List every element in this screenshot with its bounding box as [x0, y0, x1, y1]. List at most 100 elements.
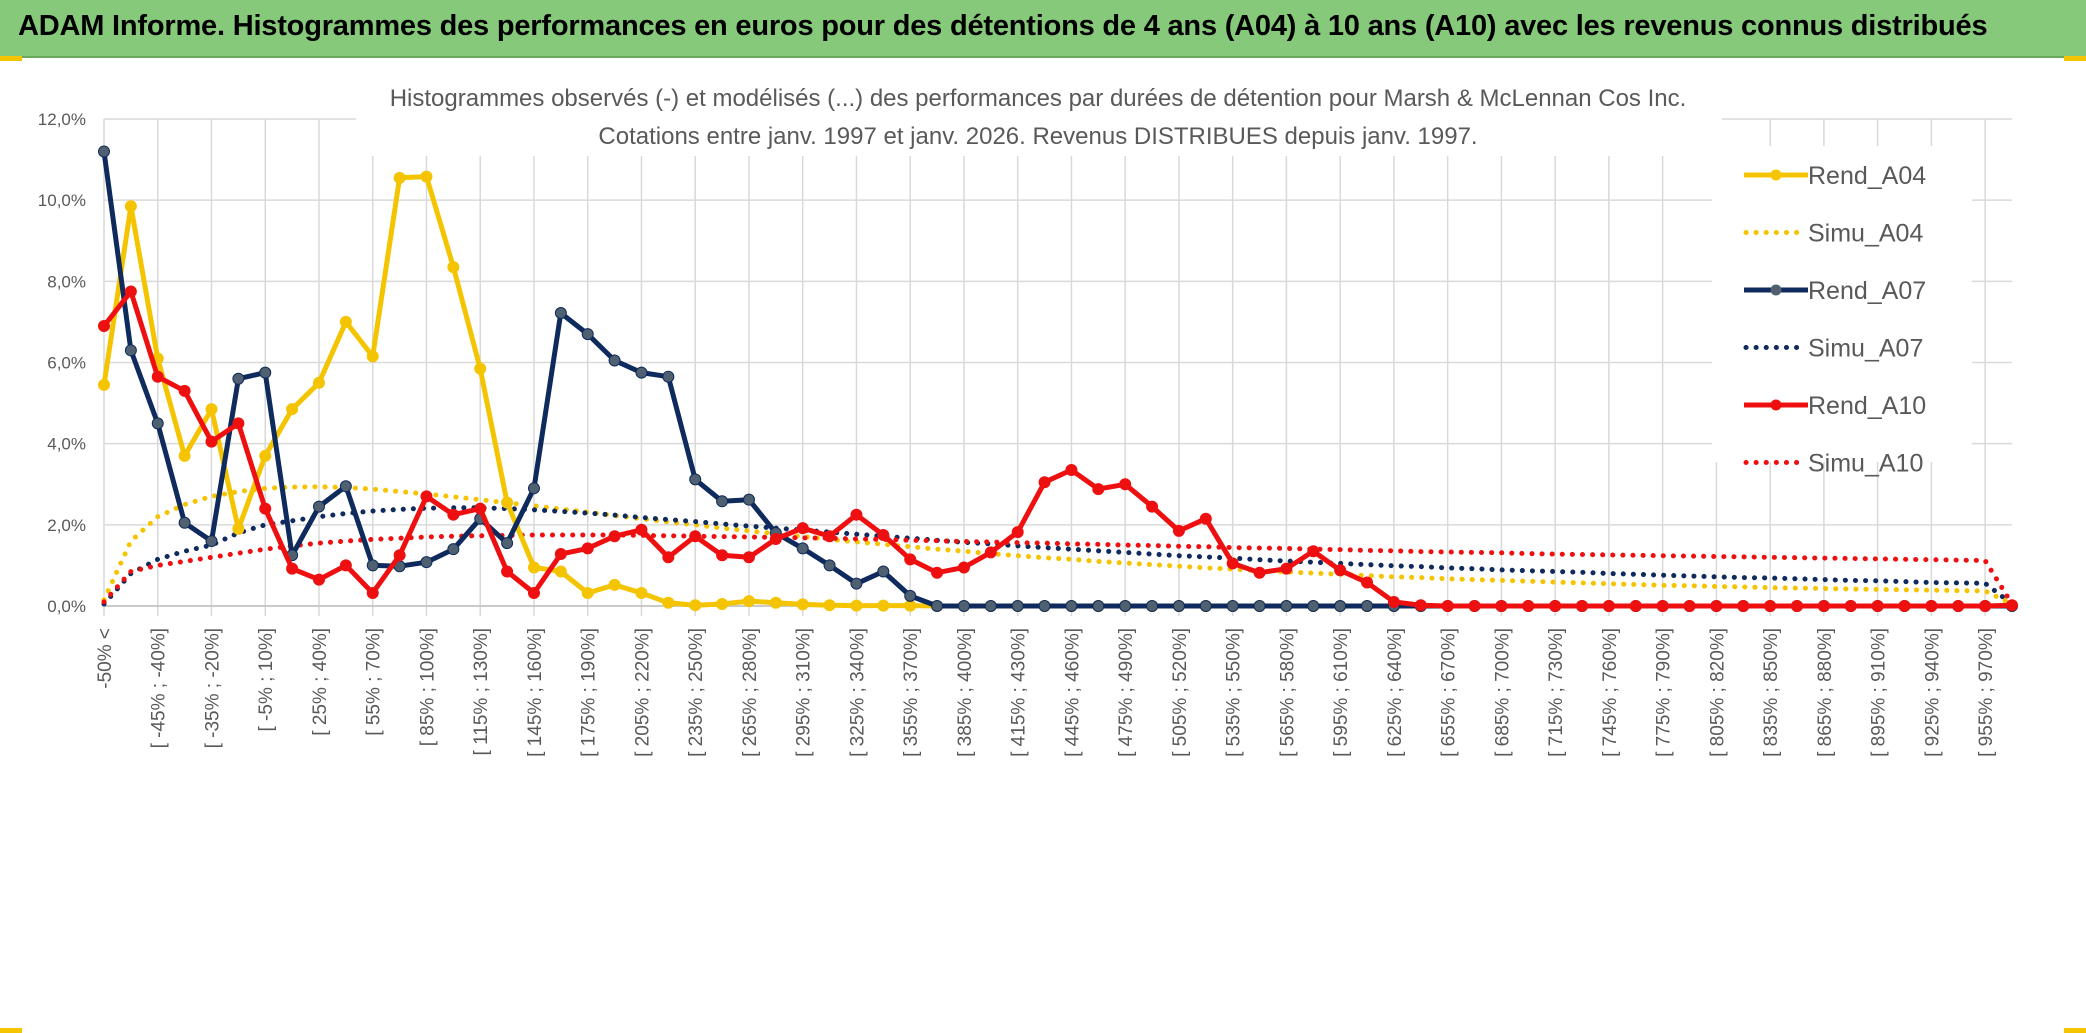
data-point	[1898, 600, 1911, 612]
x-tick-label: [ 715% ; 730%]	[1546, 628, 1567, 757]
data-point	[1737, 600, 1750, 612]
data-point	[286, 403, 299, 416]
chart-title-line2: Cotations entre janv. 1997 et janv. 2026…	[598, 123, 1477, 150]
x-tick-label: [ 745% ; 760%]	[1600, 628, 1621, 757]
header-banner: ADAM Informe. Histogrammes des performan…	[0, 0, 2086, 58]
data-point	[769, 533, 782, 546]
data-point	[339, 480, 352, 493]
data-point	[877, 599, 890, 612]
data-point	[527, 482, 540, 495]
x-axis: -50% < [ -45% ; -40%] [ -35% ; -20%] [ -5% …	[95, 628, 1997, 757]
data-point	[742, 493, 755, 506]
x-tick-label: [ 355% ; 370%]	[901, 628, 922, 757]
x-tick-label: [ 55% ; 70%]	[364, 628, 385, 736]
data-point	[823, 599, 836, 612]
data-point	[823, 559, 836, 572]
x-tick-label: [ 685% ; 700%]	[1492, 628, 1513, 757]
data-point	[1038, 600, 1051, 612]
data-point	[904, 553, 917, 566]
data-point	[232, 522, 245, 535]
data-point	[527, 561, 540, 574]
data-point	[1119, 478, 1132, 491]
legend-label: Simu_A07	[1808, 335, 1923, 363]
data-point	[1226, 600, 1239, 612]
legend-item-simu_a10: Simu_A10	[1743, 450, 1923, 478]
data-point	[501, 537, 514, 550]
data-point	[259, 502, 272, 515]
data-point	[662, 370, 675, 383]
data-point	[98, 319, 110, 332]
x-tick-label: [ 25% ; 40%]	[310, 628, 331, 736]
data-point	[501, 565, 514, 578]
data-point	[1199, 600, 1212, 612]
data-point	[420, 556, 433, 569]
x-tick-label: [ 835% ; 850%]	[1761, 628, 1782, 757]
x-tick-label: [ 565% ; 580%]	[1277, 628, 1298, 757]
data-point	[1092, 600, 1105, 612]
x-tick-label: [ 265% ; 280%]	[740, 628, 761, 757]
chart-title-line1: Histogrammes observés (-) et modélisés (…	[390, 85, 1687, 112]
legend-item-rend_a04: Rend_A04	[1744, 162, 1926, 190]
y-tick-label: 8,0%	[47, 272, 86, 291]
corner-accent-left	[0, 56, 22, 61]
data-point	[608, 578, 621, 591]
data-point	[527, 587, 540, 600]
histogram-chart: 0,0% 2,0% 4,0% 6,0% 8,0% 10,0% 12,0% -50% < [ -…	[38, 80, 2018, 757]
data-point	[1226, 557, 1239, 570]
y-tick-label: 6,0%	[47, 354, 86, 373]
data-point	[178, 516, 191, 529]
data-point	[2006, 599, 2018, 612]
data-point	[312, 500, 325, 513]
data-point	[393, 549, 406, 562]
data-point	[931, 600, 944, 612]
series-line-simu_a10	[101, 532, 2015, 607]
data-point	[1065, 464, 1078, 477]
series-line-simu_a04	[101, 484, 2015, 607]
corner-accent-right	[2064, 56, 2086, 61]
x-tick-label: [ 535% ; 550%]	[1224, 628, 1245, 757]
data-point	[1011, 600, 1024, 612]
data-point	[151, 417, 164, 430]
data-point	[689, 473, 702, 486]
data-point	[769, 596, 782, 609]
data-point	[635, 366, 648, 379]
data-point	[716, 597, 729, 610]
series-simu_a10	[101, 532, 2015, 607]
data-point	[205, 403, 218, 416]
data-point	[259, 449, 272, 462]
corner-accent-bottom-left	[0, 1028, 22, 1033]
data-point	[716, 495, 729, 508]
data-point	[1065, 600, 1078, 612]
corner-accent-bottom-right	[2064, 1028, 2086, 1033]
data-point	[1764, 600, 1777, 612]
data-point	[1334, 600, 1347, 612]
data-point	[716, 549, 729, 562]
data-point	[742, 551, 755, 564]
legend-label: Rend_A10	[1808, 392, 1926, 420]
data-point	[366, 587, 379, 600]
x-tick-label: [ 475% ; 490%]	[1116, 628, 1137, 757]
legend-marker	[1770, 284, 1782, 296]
data-point	[984, 546, 997, 559]
data-point	[877, 528, 890, 541]
x-tick-label: [ 85% ; 100%]	[417, 628, 438, 746]
data-point	[796, 522, 809, 535]
data-point	[474, 502, 487, 515]
data-point	[1952, 600, 1965, 612]
data-point	[957, 600, 970, 612]
legend-label: Rend_A07	[1808, 277, 1926, 305]
x-tick-label: [ 205% ; 220%]	[632, 628, 653, 757]
chart-title-background	[356, 80, 1722, 156]
data-point	[98, 145, 110, 158]
x-tick-label: [ 385% ; 400%]	[955, 628, 976, 757]
data-point	[1253, 566, 1266, 579]
data-point	[1817, 600, 1830, 612]
series-rend_a10	[98, 285, 2018, 612]
legend-label: Simu_A10	[1808, 450, 1923, 478]
data-point	[205, 435, 218, 448]
data-point	[1253, 600, 1266, 612]
data-point	[554, 548, 567, 561]
data-point	[1146, 500, 1159, 513]
data-point	[796, 598, 809, 611]
data-point	[1629, 600, 1642, 612]
